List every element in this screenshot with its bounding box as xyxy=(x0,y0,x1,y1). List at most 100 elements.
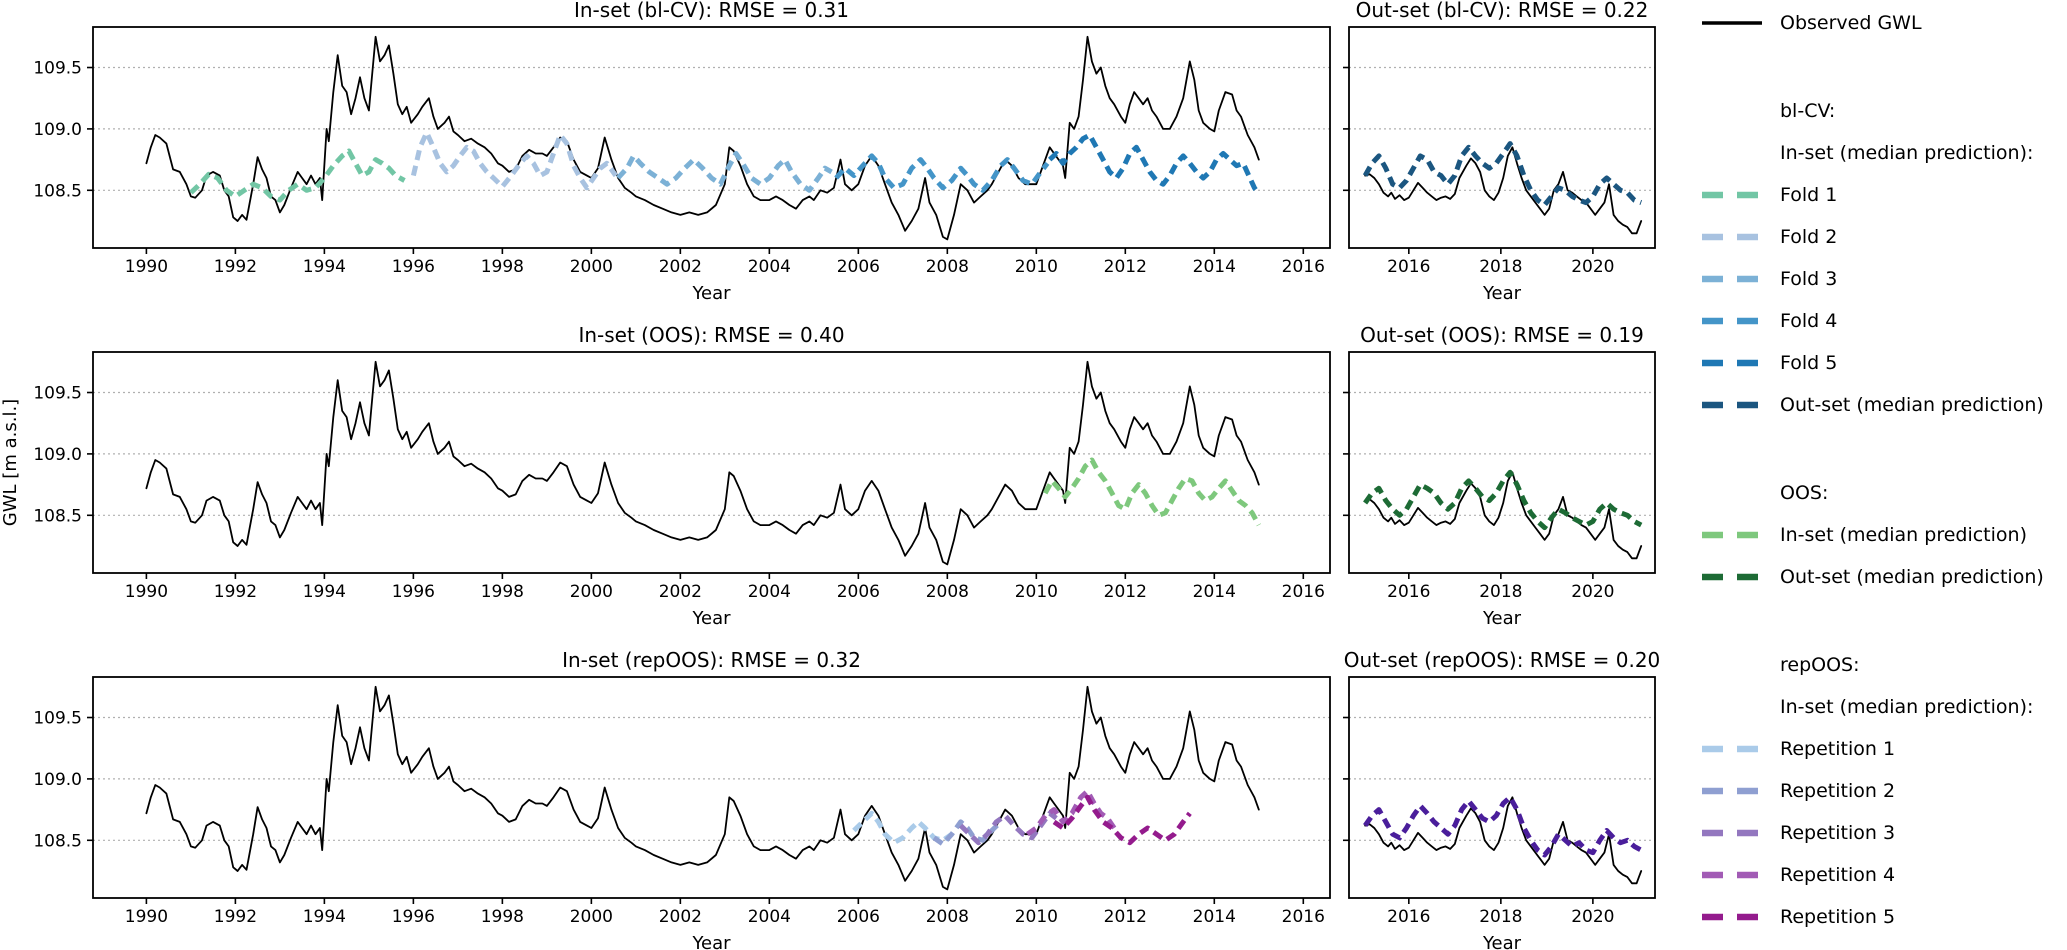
x-tick-label: 2002 xyxy=(659,257,702,277)
x-tick-label: 1996 xyxy=(392,257,435,277)
x-tick-label: 2014 xyxy=(1193,907,1236,927)
legend-label: Out-set (median prediction) xyxy=(1780,566,2044,588)
y-tick-label: 109.5 xyxy=(33,384,82,404)
dashed-line-swatch-icon xyxy=(1700,568,1764,587)
y-tick-label: 109.5 xyxy=(33,709,82,729)
dashed-line-swatch-icon xyxy=(1700,312,1764,331)
legend-item-in-set-median-prediction: In-set (median prediction) xyxy=(1700,514,2067,556)
legend: Observed GWL bl-CV: In-set (median predict… xyxy=(1700,2,2067,950)
plot-title-inset-blcv: In-set (bl-CV): RMSE = 0.31 xyxy=(574,0,849,22)
legend-label: Fold 5 xyxy=(1780,352,1838,374)
legend-item-out-set-median-prediction: Out-set (median prediction) xyxy=(1700,938,2067,950)
plot-frame xyxy=(1348,26,1656,249)
x-tick-label: 1998 xyxy=(481,257,524,277)
dashed-line-swatch-icon xyxy=(1700,740,1764,759)
legend-item-out-set-median-prediction: Out-set (median prediction) xyxy=(1700,556,2067,598)
dashed-line-swatch-icon xyxy=(1700,270,1764,289)
prediction-line-fold-2 xyxy=(410,130,618,191)
x-tick-label: 1996 xyxy=(392,582,435,602)
x-tick-label: 2004 xyxy=(748,257,791,277)
legend-item-fold-4: Fold 4 xyxy=(1700,300,2067,342)
legend-item-fold-3: Fold 3 xyxy=(1700,258,2067,300)
x-tick-label: 2014 xyxy=(1193,582,1236,602)
x-tick-label: 2008 xyxy=(926,257,969,277)
prediction-line-out-set-median-prediction- xyxy=(1362,141,1643,208)
y-tick-label: 108.5 xyxy=(33,506,82,526)
x-tick-label: 2008 xyxy=(926,907,969,927)
x-tick-label: 2016 xyxy=(1282,582,1325,602)
x-tick-label: 2016 xyxy=(1387,257,1430,277)
x-tick-label: 2002 xyxy=(659,907,702,927)
observed-line-observed-gwl xyxy=(1364,146,1643,235)
legend-item-fold-2: Fold 2 xyxy=(1700,216,2067,258)
plot-canvas-inset-repoos: 1990 1992 1994 1996 1998 2000 2002 2004 2006 2008… xyxy=(33,650,1331,950)
legend-label: Fold 4 xyxy=(1780,310,1838,332)
x-tick-label: 1996 xyxy=(392,907,435,927)
x-tick-label: 2006 xyxy=(837,257,880,277)
x-tick-label: 1990 xyxy=(125,582,168,602)
chart-inset-oos: 1990 1992 1994 1996 1998 2000 2002 2004 2006 2008… xyxy=(0,325,1340,637)
legend-label: Fold 1 xyxy=(1780,184,1838,206)
legend-item-repetition-1: Repetition 1 xyxy=(1700,728,2067,770)
legend-item-fold-1: Fold 1 xyxy=(1700,174,2067,216)
legend-item-repetition-5: Repetition 5 xyxy=(1700,896,2067,938)
legend-label: In-set (median prediction): xyxy=(1780,142,2034,164)
y-tick-label: 109.0 xyxy=(33,445,82,465)
x-tick-label: 2016 xyxy=(1282,907,1325,927)
legend-label: bl-CV: xyxy=(1780,100,1836,122)
x-tick-label: 2020 xyxy=(1571,582,1614,602)
plot-title-inset-repoos: In-set (repOOS): RMSE = 0.32 xyxy=(562,650,861,672)
chart-inset-repoos: 1990 1992 1994 1996 1998 2000 2002 2004 2006 2008… xyxy=(0,650,1340,950)
x-tick-label: 2010 xyxy=(1015,582,1058,602)
x-axis-label: Year xyxy=(691,608,731,629)
prediction-line-out-set-median-prediction- xyxy=(1363,794,1643,858)
legend-label: Repetition 3 xyxy=(1780,822,1896,844)
plot-frame xyxy=(92,676,1331,899)
x-tick-label: 1998 xyxy=(481,907,524,927)
observed-line-observed-gwl xyxy=(145,360,1260,566)
observed-line-observed-gwl xyxy=(145,685,1260,891)
x-tick-label: 1998 xyxy=(481,582,524,602)
prediction-line-fold-1 xyxy=(189,148,406,203)
chart-inset-blcv: 1990 1992 1994 1996 1998 2000 2002 2004 2006 2008… xyxy=(0,0,1340,312)
x-tick-label: 1994 xyxy=(303,257,346,277)
legend-item-in-set-median-prediction: In-set (median prediction): xyxy=(1700,132,2067,174)
x-tick-label: 2016 xyxy=(1282,257,1325,277)
observed-line-observed-gwl xyxy=(1364,471,1643,560)
solid-line-swatch-icon xyxy=(1700,14,1764,33)
plot-frame xyxy=(92,26,1331,249)
chart-outset-repoos: 2016 2018 2020 Out-set (repOOS): RMSE = 0.2… xyxy=(1335,650,1680,950)
dashed-line-swatch-icon xyxy=(1700,866,1764,885)
x-axis-label: Year xyxy=(691,283,731,304)
legend-label: repOOS: xyxy=(1780,654,1860,676)
dashed-line-swatch-icon xyxy=(1700,908,1764,927)
legend-item-oos: OOS: xyxy=(1700,472,2067,514)
legend-label: Repetition 2 xyxy=(1780,780,1896,802)
legend-item-bl-cv: bl-CV: xyxy=(1700,90,2067,132)
y-tick-label: 108.5 xyxy=(33,181,82,201)
prediction-line-repetition-1 xyxy=(852,810,954,846)
legend-section-2: OOS: In-set (median prediction) Out-set (m… xyxy=(1700,472,2067,598)
legend-label: Out-set (median prediction) xyxy=(1780,948,2044,950)
x-tick-label: 1992 xyxy=(214,907,257,927)
legend-label: Out-set (median prediction) xyxy=(1780,394,2044,416)
legend-label: Repetition 1 xyxy=(1780,738,1896,760)
dashed-line-swatch-icon xyxy=(1700,354,1764,373)
y-tick-label: 109.5 xyxy=(33,59,82,79)
dashed-line-swatch-icon xyxy=(1700,526,1764,545)
x-tick-label: 2006 xyxy=(837,907,880,927)
x-tick-label: 2008 xyxy=(926,582,969,602)
plot-title-outset-oos: Out-set (OOS): RMSE = 0.19 xyxy=(1360,325,1644,347)
dashed-line-swatch-icon xyxy=(1700,228,1764,247)
x-tick-label: 2018 xyxy=(1479,907,1522,927)
x-tick-label: 2016 xyxy=(1387,907,1430,927)
legend-item-repetition-2: Repetition 2 xyxy=(1700,770,2067,812)
legend-item-repetition-4: Repetition 4 xyxy=(1700,854,2067,896)
plot-canvas-outset-oos: 2016 2018 2020 Out-set (OOS): RMSE = 0.19 Ye… xyxy=(1343,325,1656,629)
y-axis-label: GWL [m a.s.l.] xyxy=(0,399,21,526)
legend-label: Fold 2 xyxy=(1780,226,1838,248)
x-tick-label: 2010 xyxy=(1015,907,1058,927)
x-tick-label: 2010 xyxy=(1015,257,1058,277)
x-tick-label: 2012 xyxy=(1104,582,1147,602)
